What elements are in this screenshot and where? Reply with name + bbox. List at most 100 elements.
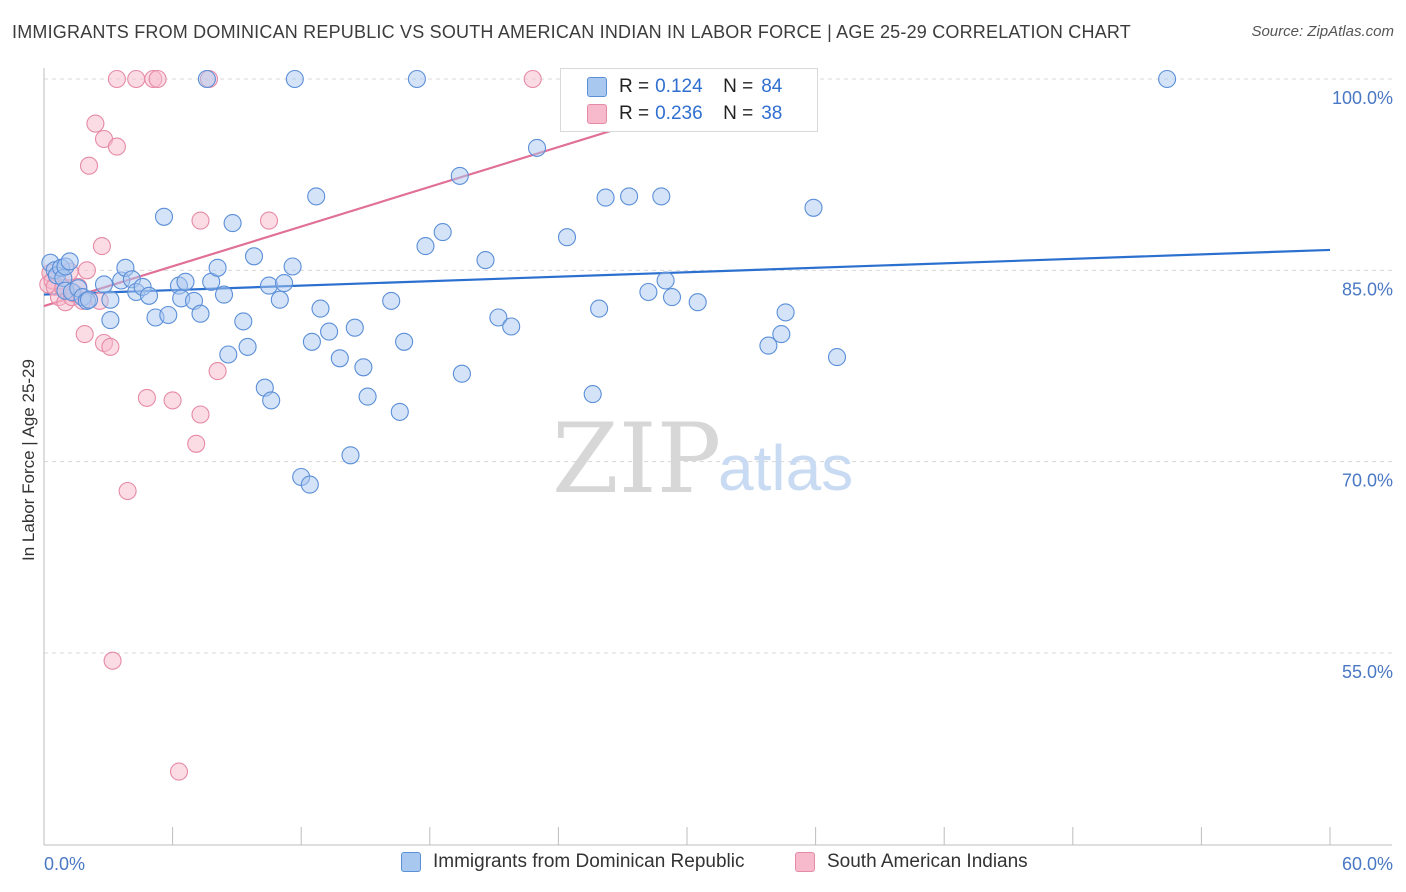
legend-swatch-blue [587, 77, 607, 97]
legend-item-label: South American Indians [827, 851, 1028, 872]
trend-line-south-american [43, 116, 656, 308]
data-point [79, 290, 99, 309]
data-point [358, 387, 377, 406]
data-point [244, 247, 264, 266]
data-point [103, 651, 122, 670]
y-tick-label: 85.0% [1342, 279, 1393, 299]
axes [43, 68, 1392, 846]
data-point [75, 325, 94, 344]
data-point [101, 311, 120, 330]
data-point [759, 336, 778, 355]
data-point [433, 223, 452, 242]
data-point [776, 303, 795, 322]
data-point [590, 299, 609, 318]
data-point [300, 475, 319, 494]
y-axis-title: In Labor Force | Age 25-29 [19, 359, 38, 561]
data-point [620, 187, 639, 206]
data-point [92, 237, 111, 256]
data-point [345, 318, 364, 337]
legend-row-dominican: R = 0.124 N = 84 [587, 74, 782, 100]
data-point [187, 434, 206, 453]
data-point [382, 291, 401, 310]
data-point [101, 337, 120, 356]
legend-swatch-pink [795, 852, 815, 872]
data-point [159, 305, 178, 325]
legend-swatch-pink [587, 104, 607, 124]
data-point [527, 138, 547, 157]
data-point [101, 290, 120, 309]
data-point [330, 349, 349, 368]
legend-row-south-american: R = 0.236 N = 38 [587, 101, 782, 127]
legend-r-label: R = [619, 103, 650, 124]
data-point [219, 345, 238, 364]
legend-n-label: N = [723, 76, 754, 97]
data-point [489, 308, 508, 327]
data-point [341, 446, 360, 465]
series-legend: Immigrants from Dominican Republic South… [0, 851, 1406, 879]
gridlines [44, 78, 1392, 654]
data-point [259, 276, 279, 295]
data-point [60, 252, 79, 271]
data-point [275, 274, 294, 293]
trend-lines [43, 116, 1331, 308]
data-point [107, 69, 126, 89]
data-point [191, 211, 210, 230]
data-point [302, 332, 321, 351]
data-point [137, 388, 156, 407]
data-point [148, 69, 167, 89]
series-dominican [41, 69, 1177, 494]
data-point [191, 405, 210, 424]
data-point [176, 272, 195, 291]
legend-n-value: 84 [761, 76, 783, 97]
data-point [283, 257, 302, 276]
data-point [197, 69, 216, 89]
data-point [79, 156, 99, 175]
x-tick-label: 0.0% [44, 854, 85, 874]
y-tick-label: 100.0% [1332, 88, 1393, 108]
legend-item-dominican[interactable]: Immigrants from Dominican Republic [401, 851, 745, 873]
legend-n-label: N = [723, 103, 754, 124]
data-point [502, 317, 521, 336]
y-tick-label: 55.0% [1342, 662, 1393, 682]
legend-r-value: 0.236 [655, 103, 703, 124]
data-point [139, 286, 159, 305]
data-point [154, 207, 174, 226]
data-point [208, 362, 227, 381]
source-label: Source: ZipAtlas.com [1251, 23, 1394, 40]
data-points [39, 69, 1177, 781]
data-point [127, 69, 146, 89]
data-point [270, 290, 289, 309]
data-point [452, 364, 471, 383]
data-point [804, 198, 823, 217]
legend-item-south-american[interactable]: South American Indians [795, 851, 1028, 873]
legend-item-label: Immigrants from Dominican Republic [433, 851, 745, 872]
data-point [523, 69, 542, 89]
legend-r-label: R = [619, 76, 650, 97]
data-point [827, 348, 847, 367]
data-point [395, 332, 414, 351]
trend-line-dominican [43, 248, 1331, 296]
data-point [208, 258, 227, 277]
data-point [688, 293, 707, 312]
watermark-zip: ZIP [552, 403, 721, 515]
x-tick-labels: 0.0% 60.0% [44, 854, 1393, 874]
legend-r-value: 0.124 [655, 76, 703, 97]
y-tick-label: 70.0% [1342, 471, 1393, 491]
data-point [238, 337, 257, 356]
data-point [259, 211, 279, 230]
data-point [583, 385, 602, 404]
data-point [285, 69, 304, 89]
data-point [476, 251, 495, 270]
data-point [107, 137, 126, 156]
data-point [214, 285, 234, 304]
data-point [86, 114, 105, 133]
data-point [639, 282, 658, 302]
data-point [77, 261, 96, 280]
data-point [223, 214, 242, 233]
data-point [450, 166, 469, 185]
legend-n-value: 38 [761, 103, 783, 124]
x-tick-label: 60.0% [1342, 854, 1393, 874]
chart-title: IMMIGRANTS FROM DOMINICAN REPUBLIC VS SO… [12, 22, 1131, 42]
legend-swatch-blue [401, 852, 421, 872]
